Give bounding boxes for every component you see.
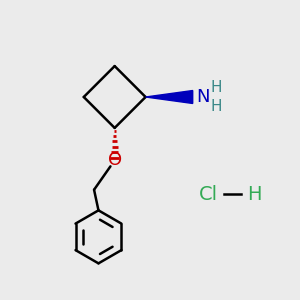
Text: H: H xyxy=(211,80,222,95)
Text: Cl: Cl xyxy=(199,185,218,204)
Polygon shape xyxy=(146,91,193,103)
Text: O: O xyxy=(108,151,122,169)
Text: H: H xyxy=(211,99,222,114)
Text: N: N xyxy=(196,88,210,106)
Text: H: H xyxy=(247,185,262,204)
